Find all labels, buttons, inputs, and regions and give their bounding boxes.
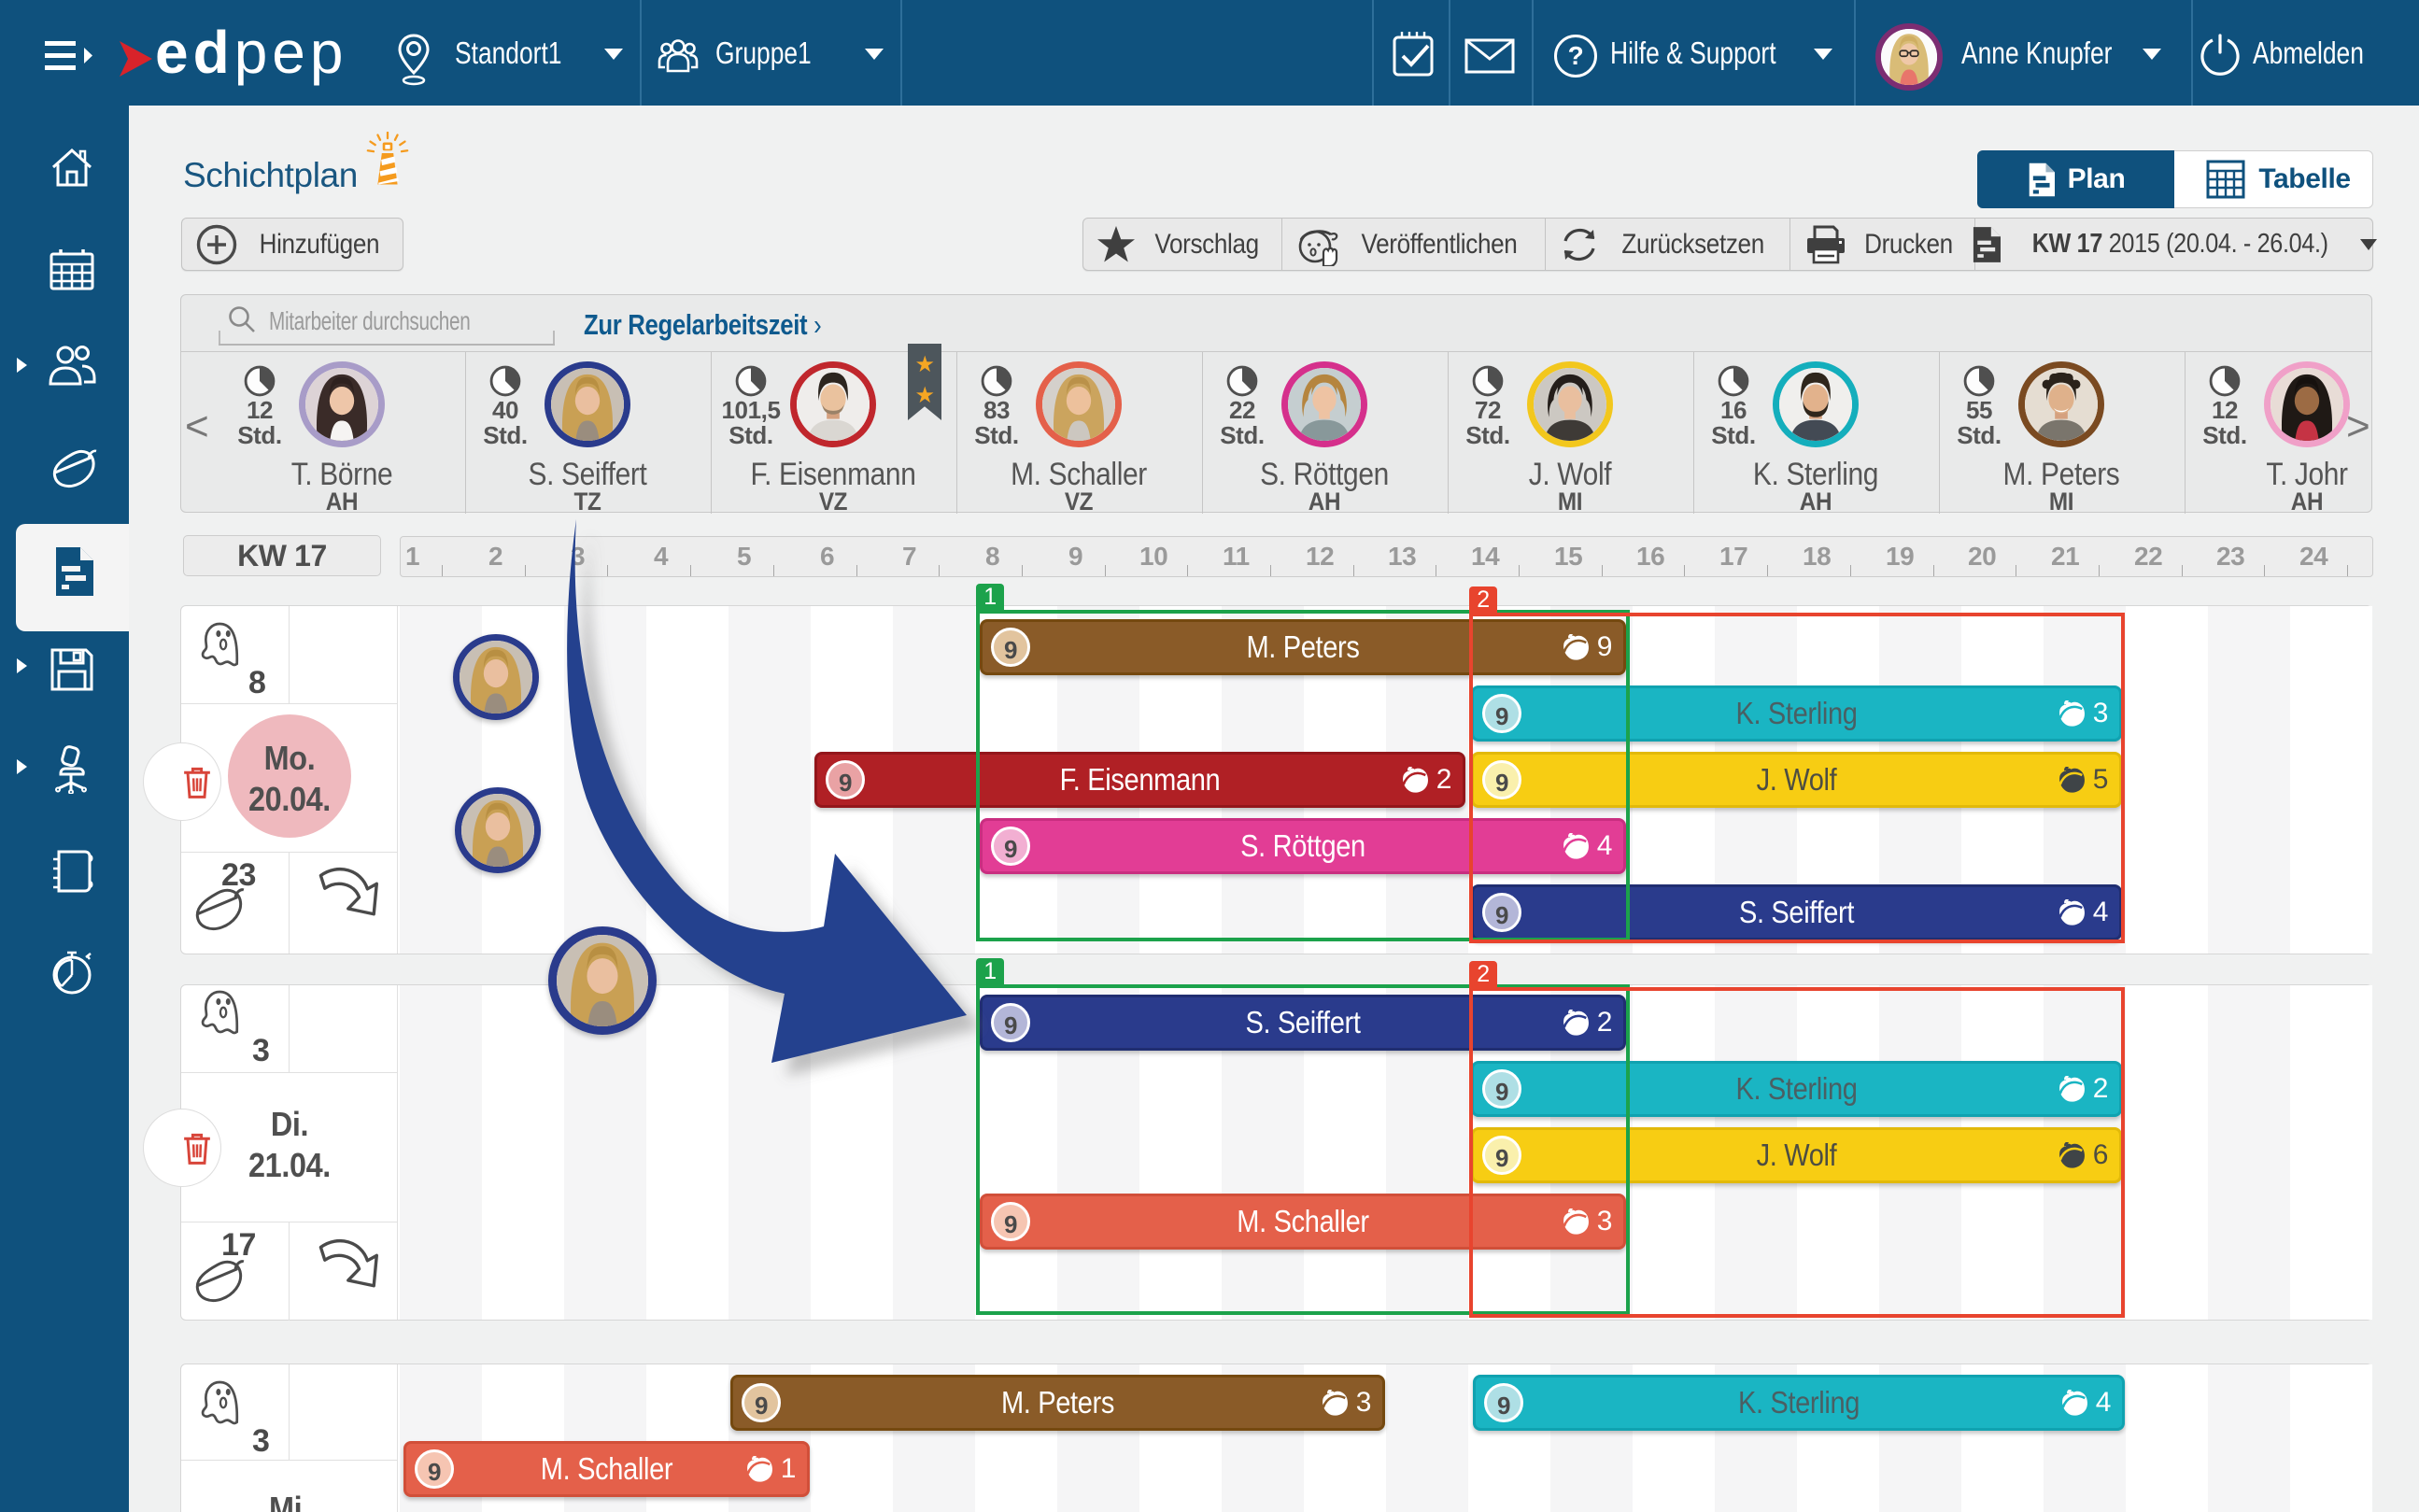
svg-text:?: ? — [1568, 41, 1584, 70]
